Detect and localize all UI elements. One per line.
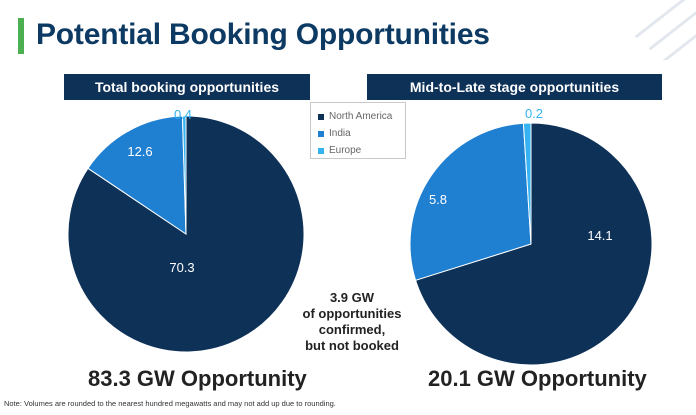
legend-label: India [329,128,351,139]
total-opportunity-caption: 83.3 GW Opportunity [88,366,307,391]
note-line: but not booked [305,338,399,353]
legend-swatch-north-america [318,113,324,120]
unbooked-opportunities-note: 3.9 GW of opportunities confirmed, but n… [296,290,408,354]
legend-label: Europe [329,145,362,156]
right-chart-title: Mid-to-Late stage opportunities [367,74,662,100]
legend-label: North America [329,111,393,122]
chart-legend: North America India Europe [310,102,406,159]
note-line: 3.9 GW [329,290,375,305]
legend-item-europe: Europe [318,142,405,159]
data-label-india: 5.8 [429,192,447,207]
pie-slice-north-america [67,115,305,353]
pie-slice-europe [181,115,187,235]
legend-item-north-america: North America [318,108,405,125]
note-line: of opportunities [302,306,402,321]
data-label-europe: 0.2 [525,106,543,121]
pie-slice-north-america [414,122,653,366]
legend-swatch-india [318,130,324,137]
left-chart-title: Total booking opportunities [64,74,310,100]
footnote: Note: Volumes are rounded to the nearest… [4,399,336,408]
note-line: confirmed, [318,322,386,337]
pie-slice-india [409,122,532,281]
data-label-north-america: 14.1 [587,228,612,243]
data-label-north-america: 70.3 [169,260,194,275]
title-accent-bar [18,18,24,54]
page-title: Potential Booking Opportunities [36,18,490,51]
pie-slice-india [87,115,187,235]
total-booking-pie-chart: 70.3 12.6 0.4 [67,107,305,353]
legend-swatch-europe [318,147,324,154]
corner-decoration [616,0,696,60]
mid-late-opportunity-caption: 20.1 GW Opportunity [428,366,647,391]
data-label-europe: 0.4 [174,107,192,122]
mid-late-stage-pie-chart: 14.1 5.8 0.2 [409,106,653,366]
legend-item-india: India [318,125,405,142]
pie-slice-europe [522,122,532,245]
data-label-india: 12.6 [127,144,152,159]
